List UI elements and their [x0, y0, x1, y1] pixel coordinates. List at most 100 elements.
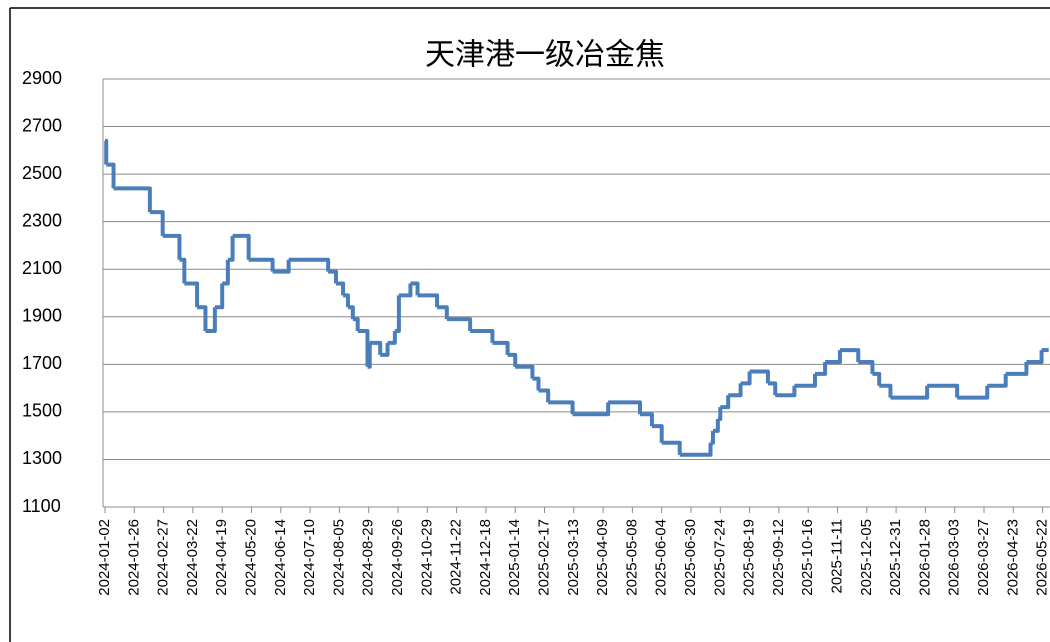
line-segment: [507, 352, 518, 367]
x-tick-label: 2024-09-26: [389, 519, 406, 596]
y-tick-label: 2300: [22, 210, 62, 230]
x-tick-label: 2025-08-19: [741, 519, 758, 596]
x-tick-label: 2025-06-30: [682, 519, 699, 596]
x-tick-label: 2025-11-11: [828, 519, 845, 594]
x-tick-label: 2024-01-02: [96, 519, 113, 596]
x-tick-label: 2024-02-27: [155, 519, 172, 596]
x-tick-label: 2024-01-26: [125, 519, 142, 596]
line-segment: [214, 283, 225, 310]
y-tick-label: 2900: [22, 68, 62, 88]
y-tick-label: 1100: [22, 496, 61, 516]
line-segment: [639, 412, 654, 427]
line-segment: [717, 407, 723, 422]
line-segment: [437, 305, 449, 320]
line-segment: [162, 233, 182, 260]
line-segment: [749, 369, 770, 384]
line-segment: [957, 385, 990, 400]
x-tick-label: 2026-03-27: [975, 519, 992, 596]
y-tick-label: 1700: [22, 353, 62, 373]
line-segment: [608, 400, 642, 415]
y-tick-label: 1500: [22, 401, 62, 421]
line-segment: [927, 383, 960, 398]
line-segment: [387, 331, 397, 345]
line-segment: [272, 259, 291, 274]
line-segment: [839, 348, 861, 362]
line-segment: [328, 269, 339, 284]
line-segment: [775, 385, 797, 398]
x-tick-label: 2025-12-31: [887, 519, 904, 596]
y-tick-label: 2500: [22, 163, 62, 183]
x-tick-label: 2024-03-22: [184, 519, 201, 596]
line-segment: [104, 138, 109, 165]
x-tick-label: 2026-01-28: [916, 519, 933, 596]
y-tick-label: 2100: [22, 258, 62, 278]
x-tick-label: 2024-10-29: [418, 519, 435, 596]
line-segment: [113, 186, 152, 213]
x-tick-label: 2025-01-14: [506, 519, 523, 596]
line-segment: [1026, 350, 1044, 364]
line-segment: [343, 293, 350, 308]
line-segment: [890, 385, 930, 400]
x-tick-label: 2024-05-20: [242, 519, 259, 596]
x-tick-label: 2025-10-16: [799, 519, 816, 596]
line-segment: [367, 342, 372, 369]
line-segment: [380, 342, 390, 357]
line-segment: [651, 424, 664, 443]
line-segment: [248, 257, 275, 272]
line-segment: [357, 329, 370, 367]
x-tick-label: 2024-06-14: [272, 519, 289, 596]
line-segment: [872, 371, 882, 386]
line-segment: [538, 388, 551, 403]
line-segment: [288, 257, 331, 272]
x-tick-label: 2026-05-22: [1034, 519, 1050, 596]
line-segment: [720, 395, 731, 410]
line-segment: [710, 430, 715, 445]
line-segment: [532, 376, 541, 391]
line-segment: [728, 383, 743, 398]
line-segment: [572, 402, 611, 417]
x-tick-label: 2025-06-04: [653, 519, 670, 596]
chart-title: 天津港一级冶金焦: [425, 38, 665, 73]
line-segment: [197, 305, 208, 332]
line-segment: [232, 233, 251, 260]
x-tick-label: 2026-03-03: [946, 519, 963, 596]
x-tick-label: 2024-08-05: [330, 519, 347, 596]
line-segment: [679, 442, 713, 457]
x-tick-label: 2025-09-12: [770, 519, 787, 596]
x-tick-label: 2024-12-18: [477, 519, 494, 596]
line-segment: [712, 419, 720, 433]
line-segment: [767, 381, 778, 396]
line-segment: [794, 373, 817, 388]
line-segment: [548, 400, 575, 415]
line-segment: [515, 364, 535, 379]
line-segment: [470, 329, 495, 343]
x-tick-label: 2025-02-17: [535, 519, 552, 596]
y-tick-label: 1900: [22, 306, 62, 326]
line-segment: [879, 383, 893, 398]
line-segment: [446, 317, 473, 332]
x-tick-label: 2026-04-23: [1004, 519, 1021, 596]
x-tick-label: 2025-05-08: [623, 519, 640, 596]
x-tick-label: 2025-07-24: [711, 519, 728, 596]
x-tick-label: 2024-08-29: [360, 519, 377, 596]
line-segment: [825, 350, 842, 364]
x-tick-label: 2024-07-10: [301, 519, 318, 596]
line-segment: [106, 162, 116, 189]
line-segment: [417, 293, 440, 308]
line-segment: [492, 340, 510, 355]
line-segment: [179, 257, 187, 284]
line-segment: [398, 283, 413, 298]
line-segment: [184, 281, 200, 308]
line-segment: [352, 317, 360, 332]
x-tick-label: 2024-04-19: [213, 519, 230, 596]
line-segment: [347, 305, 355, 320]
line-segment: [740, 371, 752, 386]
line-segment: [149, 210, 165, 236]
line-segment: [1005, 361, 1029, 376]
line-segment: [394, 295, 401, 334]
x-tick-label: 2025-12-05: [858, 519, 875, 596]
line-segment: [369, 340, 383, 355]
line-segment: [814, 361, 828, 376]
y-tick-label: 1300: [22, 448, 62, 468]
